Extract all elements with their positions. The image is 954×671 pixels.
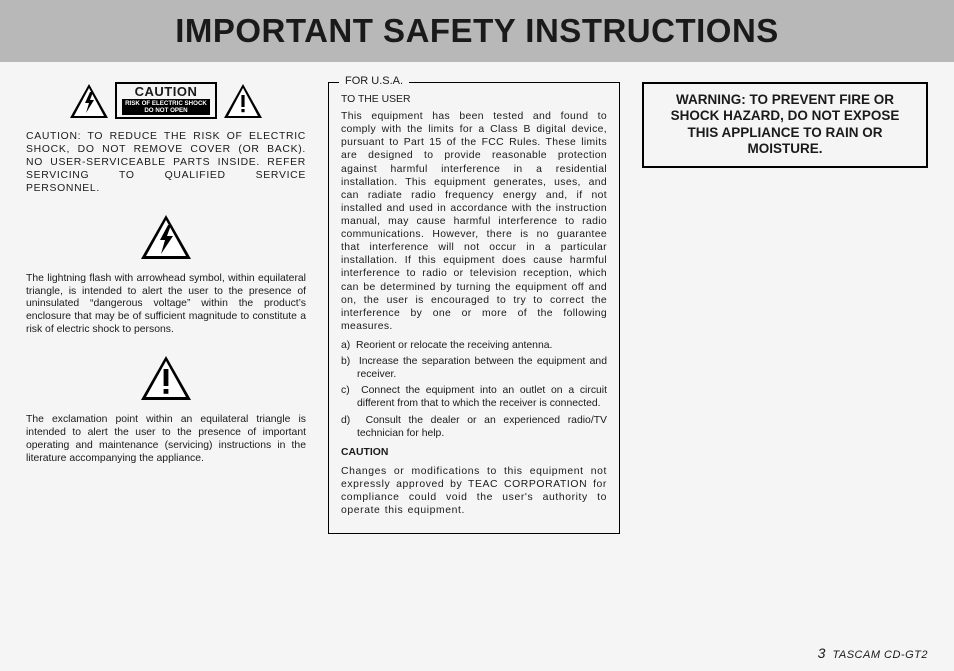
caution-line2: DO NOT OPEN bbox=[144, 107, 187, 114]
lightning-text: The lightning flash with arrowhead symbo… bbox=[26, 273, 306, 337]
caution-subhead: CAUTION bbox=[341, 446, 607, 459]
measure-a: a) Reorient or relocate the receiving an… bbox=[341, 339, 607, 352]
warning-box: WARNING: TO PREVENT FIRE OR SHOCK HAZARD… bbox=[642, 82, 928, 168]
modifications-text: Changes or modifications to this equipme… bbox=[341, 465, 607, 517]
lightning-large-icon bbox=[140, 214, 192, 260]
page-footer: 3 TASCAM CD-GT2 bbox=[818, 645, 928, 661]
title-bar: IMPORTANT SAFETY INSTRUCTIONS bbox=[0, 0, 954, 62]
exclaim-symbol-block bbox=[26, 355, 306, 406]
content-area: CAUTION RISK OF ELECTRIC SHOCK DO NOT OP… bbox=[0, 62, 954, 534]
measure-d: d) Consult the dealer or an experienced … bbox=[341, 414, 607, 440]
lightning-symbol-block bbox=[26, 214, 306, 265]
exclaim-large-icon bbox=[140, 355, 192, 401]
caution-label-title: CAUTION bbox=[122, 85, 210, 98]
exclaim-triangle-icon bbox=[223, 83, 263, 119]
caution-label-inner: RISK OF ELECTRIC SHOCK DO NOT OPEN bbox=[122, 99, 210, 115]
to-user-heading: TO THE USER bbox=[341, 93, 607, 106]
for-usa-box: FOR U.S.A. TO THE USER This equipment ha… bbox=[328, 82, 620, 534]
measures-list: a) Reorient or relocate the receiving an… bbox=[341, 339, 607, 440]
exclaim-text: The exclamation point within an equilate… bbox=[26, 414, 306, 466]
fcc-body-text: This equipment has been tested and found… bbox=[341, 110, 607, 333]
caution-text: CAUTION: TO REDUCE THE RISK OF ELECTRIC … bbox=[26, 131, 306, 195]
caution-line1: RISK OF ELECTRIC SHOCK bbox=[125, 100, 207, 107]
column-right: WARNING: TO PREVENT FIRE OR SHOCK HAZARD… bbox=[642, 82, 928, 534]
page-title: IMPORTANT SAFETY INSTRUCTIONS bbox=[175, 12, 779, 50]
measure-c: c) Connect the equipment into an outlet … bbox=[341, 384, 607, 410]
caution-label-block: CAUTION RISK OF ELECTRIC SHOCK DO NOT OP… bbox=[26, 82, 306, 119]
measure-b: b) Increase the separation between the e… bbox=[341, 355, 607, 381]
for-usa-legend: FOR U.S.A. bbox=[339, 75, 409, 89]
caution-label-box: CAUTION RISK OF ELECTRIC SHOCK DO NOT OP… bbox=[115, 82, 217, 119]
product-name: TASCAM CD-GT2 bbox=[832, 649, 928, 661]
column-middle: FOR U.S.A. TO THE USER This equipment ha… bbox=[328, 82, 620, 534]
lightning-triangle-icon bbox=[69, 83, 109, 119]
column-left: CAUTION RISK OF ELECTRIC SHOCK DO NOT OP… bbox=[26, 82, 306, 534]
page-number: 3 bbox=[818, 645, 826, 661]
